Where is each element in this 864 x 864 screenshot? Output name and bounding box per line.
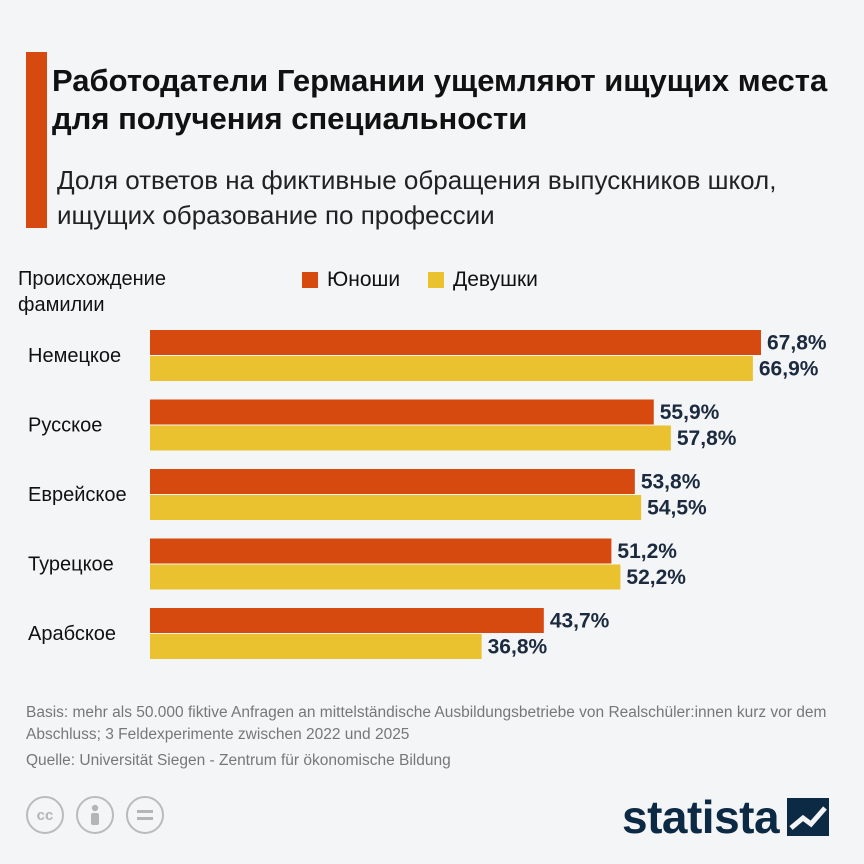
chart-title: Работодатели Германии ущемляют ищущих ме… bbox=[52, 63, 828, 136]
category-label: Немецкое bbox=[28, 345, 121, 367]
data-label: 57,8% bbox=[677, 427, 737, 450]
legend-swatch-boys bbox=[302, 272, 318, 288]
category-label: Русское bbox=[28, 415, 102, 437]
cc-icon[interactable]: cc bbox=[26, 796, 64, 834]
title-accent-bar bbox=[26, 52, 47, 228]
equals-icon[interactable] bbox=[126, 796, 164, 834]
data-label: 55,9% bbox=[660, 401, 720, 424]
data-label: 66,9% bbox=[759, 358, 819, 381]
bar-girls bbox=[150, 564, 621, 590]
legend-item-girls: Девушки bbox=[428, 268, 538, 292]
license-icons: cc bbox=[26, 796, 164, 834]
statista-brand[interactable]: statista bbox=[622, 790, 830, 844]
legend-swatch-girls bbox=[428, 272, 444, 288]
legend-label-boys: Юноши bbox=[327, 268, 401, 291]
data-label: 51,2% bbox=[617, 540, 677, 563]
data-label: 53,8% bbox=[641, 471, 701, 494]
category-label: Арабское bbox=[28, 623, 116, 645]
bar-girls bbox=[150, 425, 671, 451]
person-icon[interactable] bbox=[76, 796, 114, 834]
statista-logo-icon bbox=[787, 798, 830, 836]
statista-wordmark: statista bbox=[622, 791, 780, 843]
category-label: Еврейское bbox=[28, 484, 127, 506]
data-label: 36,8% bbox=[488, 636, 548, 659]
category-label: Турецкое bbox=[28, 554, 114, 576]
legend-item-boys: Юноши bbox=[302, 268, 400, 292]
data-label: 67,8% bbox=[767, 332, 827, 355]
data-label: 52,2% bbox=[626, 566, 686, 589]
legend-label-girls: Девушки bbox=[453, 268, 538, 291]
source-note: Quelle: Universität Siegen - Zentrum für… bbox=[26, 752, 451, 769]
bar-boys bbox=[150, 608, 544, 633]
bar-girls bbox=[150, 356, 753, 381]
bar-girls bbox=[150, 634, 482, 659]
category-axis-label: Происхождение фамилии bbox=[18, 268, 166, 316]
bar-boys bbox=[150, 330, 761, 355]
chart-subtitle: Доля ответов на фиктивные обращения выпу… bbox=[57, 165, 777, 230]
bar-boys bbox=[150, 399, 654, 425]
data-label: 54,5% bbox=[647, 497, 707, 520]
bar-boys bbox=[150, 538, 612, 564]
bar-girls bbox=[150, 495, 642, 520]
bar-chart: Немецкое 67,8% 66,9% Русское 55,9% 57,8% Еврей… bbox=[28, 330, 827, 659]
basis-note: Basis: mehr als 50.000 fiktive Anfragen … bbox=[26, 704, 827, 743]
data-label: 43,7% bbox=[550, 610, 610, 633]
bar-boys bbox=[150, 469, 635, 494]
